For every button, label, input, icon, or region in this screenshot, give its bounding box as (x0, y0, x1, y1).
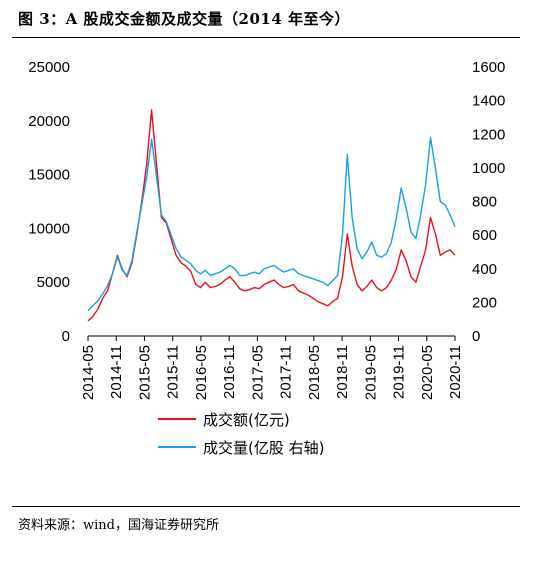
left-y-tick-label: 25000 (28, 59, 70, 76)
x-tick-label: 2014-11 (108, 345, 125, 399)
x-tick-label: 2016-05 (193, 345, 210, 400)
x-tick-label: 2015-05 (136, 345, 153, 400)
left-y-tick-label: 5000 (37, 274, 70, 291)
x-axis-ticks: 2014-05 2014-11 2015-05 2015-11 2016-05 2016-… (80, 336, 464, 400)
x-tick-label: 2017-11 (278, 345, 295, 399)
legend-label: 成交量(亿股 右轴) (203, 439, 324, 457)
x-tick-label: 2019-05 (362, 345, 379, 400)
right-y-tick-label: 1200 (472, 126, 505, 143)
left-y-tick-label: 10000 (28, 220, 70, 237)
x-tick-label: 2017-05 (249, 345, 266, 400)
source-note: 资料来源：wind，国海证券研究所 (18, 518, 219, 533)
x-tick-label: 2014-05 (80, 345, 97, 400)
x-tick-label: 2020-11 (447, 345, 464, 399)
right-y-tick-label: 1400 (472, 93, 505, 110)
left-y-tick-label: 15000 (28, 167, 70, 184)
left-y-axis-ticks: 0 5000 10000 15000 20000 25000 (28, 59, 70, 345)
right-y-tick-label: 400 (472, 261, 497, 278)
x-tick-label: 2019-11 (391, 345, 408, 399)
x-tick-label: 2020-05 (419, 345, 436, 400)
left-y-tick-label: 20000 (28, 113, 70, 130)
series-layer (87, 109, 456, 322)
right-y-tick-label: 0 (472, 328, 480, 345)
x-tick-label: 2018-11 (334, 345, 351, 399)
left-y-tick-label: 0 (62, 328, 70, 345)
x-tick-label: 2015-11 (165, 345, 182, 399)
x-tick-label: 2016-11 (221, 345, 238, 399)
right-y-tick-label: 800 (472, 194, 497, 211)
right-y-tick-label: 1000 (472, 160, 505, 177)
right-y-tick-label: 200 (472, 294, 497, 311)
legend-label: 成交额(亿元) (203, 411, 290, 429)
legend: 成交额(亿元) 成交量(亿股 右轴) (158, 411, 324, 457)
right-y-tick-label: 1600 (472, 59, 505, 76)
x-tick-label: 2018-05 (306, 345, 323, 400)
bottom-rule (12, 506, 520, 507)
series-line-turnover-amount (87, 109, 456, 322)
top-rule (12, 37, 520, 38)
series-line-volume (87, 136, 456, 312)
right-y-axis-ticks: 0 200 400 600 800 1000 1200 1400 1600 (472, 59, 505, 345)
chart: 0 5000 10000 15000 20000 25000 0 200 400 600 800 1… (28, 59, 505, 457)
chart-title: 图 3：A 股成交金额及成交量（2014 年至今） (18, 10, 350, 28)
right-y-tick-label: 600 (472, 227, 497, 244)
